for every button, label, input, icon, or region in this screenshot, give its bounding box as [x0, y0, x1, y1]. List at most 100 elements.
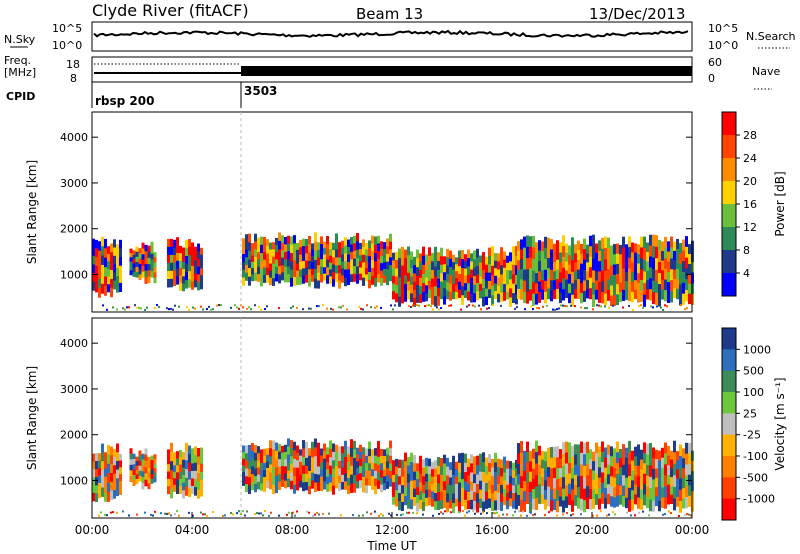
echo-cell [389, 272, 392, 282]
echo-cell [673, 260, 676, 270]
ground-scatter-cell [154, 510, 156, 513]
echo-cell [541, 241, 544, 252]
echo-cell [479, 276, 482, 285]
echo-cell [269, 448, 272, 457]
colorbar-swatch [722, 370, 736, 393]
echo-cell [341, 482, 344, 490]
echo-cell [589, 235, 592, 247]
echo-cell [389, 440, 392, 449]
echo-cell [147, 457, 151, 463]
echo-cell [191, 478, 194, 487]
echo-cell [425, 254, 428, 263]
echo-cell [95, 239, 98, 250]
echo-cell [491, 265, 494, 277]
echo-cell [332, 279, 335, 287]
echo-cell [494, 291, 497, 300]
echo-cell [506, 484, 509, 494]
echo-cell [428, 497, 431, 506]
echo-cell [473, 500, 476, 511]
echo-cell [547, 288, 550, 300]
echo-cell [580, 283, 583, 294]
echo-cell [503, 251, 506, 261]
echo-cell [296, 277, 299, 285]
echo-cell [383, 262, 386, 270]
echo-cell [167, 464, 170, 472]
echo-cell [544, 291, 547, 304]
echo-cell [529, 481, 532, 493]
echo-cell [670, 459, 673, 469]
echo-cell [613, 477, 616, 488]
echo-cell [362, 254, 365, 263]
echo-cell [116, 469, 119, 479]
echo-cell [517, 288, 520, 299]
echo-cell [389, 463, 392, 472]
echo-cell [179, 245, 182, 254]
echo-cell [637, 244, 640, 255]
echo-cell [467, 258, 470, 267]
ground-scatter-cell [258, 512, 260, 515]
echo-cell [437, 252, 440, 262]
ground-scatter-cell [388, 512, 390, 515]
echo-cell [308, 236, 311, 245]
echo-cell [479, 283, 482, 292]
echo-cell [380, 277, 383, 286]
echo-cell [167, 478, 170, 487]
echo-cell [509, 261, 512, 271]
echo-cell [341, 247, 344, 256]
echo-cell [467, 500, 470, 510]
echo-cell [167, 449, 170, 458]
echo-cell [92, 453, 95, 462]
echo-cell [610, 265, 613, 276]
echo-cell [583, 500, 586, 513]
date-label: 13/Dec/2013 [589, 5, 685, 23]
echo-cell [116, 268, 119, 277]
echo-cell [517, 241, 520, 252]
ground-scatter-cell [278, 307, 280, 310]
ground-scatter-cell [506, 513, 508, 516]
echo-cell [643, 452, 646, 464]
echo-cell [311, 472, 314, 481]
echo-cell [314, 260, 317, 270]
echo-cell [365, 249, 368, 257]
echo-cell [272, 242, 275, 250]
echo-cell [461, 487, 464, 498]
ground-scatter-cell [140, 307, 142, 310]
ground-scatter-cell [242, 510, 244, 513]
echo-cell [592, 294, 595, 307]
echo-cell [553, 262, 556, 272]
echo-cell [401, 502, 404, 511]
ground-scatter-cell [174, 513, 176, 516]
colorbar-tick-label: 500 [743, 365, 764, 378]
echo-cell [428, 289, 431, 299]
echo-cell [652, 234, 655, 247]
echo-cell [401, 284, 404, 295]
colorbar-swatch [722, 135, 736, 159]
echo-cell [500, 265, 503, 275]
echo-cell [658, 470, 661, 482]
echo-cell [147, 245, 151, 253]
ground-scatter-cell [662, 308, 664, 311]
echo-cell [278, 443, 281, 452]
ground-scatter-cell [638, 304, 640, 307]
echo-cell [326, 251, 329, 261]
echo-cell [479, 453, 482, 464]
echo-cell [350, 439, 353, 449]
echo-cell [290, 464, 293, 473]
ground-scatter-cell [362, 514, 364, 517]
echo-cell [515, 255, 518, 266]
echo-cell [500, 247, 503, 257]
echo-cell [269, 263, 272, 272]
echo-cell [619, 254, 622, 265]
ground-scatter-cell [134, 304, 136, 307]
echo-cell [538, 474, 541, 485]
echo-cell [574, 289, 577, 299]
ground-scatter-cell [244, 514, 246, 517]
echo-cell [464, 275, 467, 284]
echo-cell [637, 263, 640, 274]
echo-cell [302, 253, 305, 262]
echo-cell [410, 284, 413, 294]
echo-cell [401, 246, 404, 257]
echo-cell [571, 489, 574, 501]
echo-cell [356, 241, 359, 251]
echo-cell [263, 455, 266, 464]
